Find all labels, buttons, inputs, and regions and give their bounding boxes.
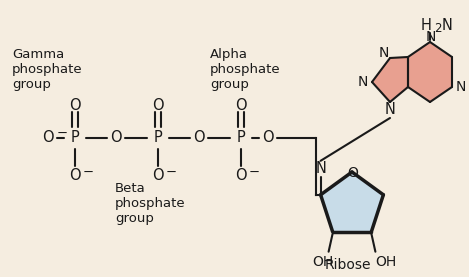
Text: N: N (379, 46, 389, 60)
Text: Alpha
phosphate
group: Alpha phosphate group (210, 48, 280, 91)
Text: O: O (42, 130, 54, 145)
Text: −: − (57, 127, 68, 140)
Text: O: O (110, 130, 122, 145)
Text: −: − (83, 165, 94, 178)
Text: OH: OH (312, 255, 333, 269)
Text: O: O (235, 168, 247, 183)
Text: N: N (358, 75, 368, 89)
Text: H: H (421, 19, 431, 34)
Text: OH: OH (375, 255, 396, 269)
Polygon shape (408, 42, 452, 102)
Text: N: N (385, 102, 395, 117)
Text: O: O (235, 98, 247, 112)
Text: O: O (152, 168, 164, 183)
Text: Ribose: Ribose (325, 258, 371, 272)
Text: N: N (456, 80, 466, 94)
Text: N: N (315, 161, 326, 176)
Polygon shape (372, 57, 408, 102)
Text: O: O (262, 130, 274, 145)
Text: −: − (166, 165, 177, 178)
Text: O: O (348, 166, 358, 180)
Text: P: P (237, 130, 245, 145)
Text: −: − (249, 165, 260, 178)
Text: O: O (193, 130, 205, 145)
Text: O: O (69, 98, 81, 112)
Polygon shape (321, 172, 383, 232)
Text: N: N (442, 19, 453, 34)
Text: P: P (154, 130, 162, 145)
Text: 2: 2 (434, 22, 441, 35)
Text: Beta
phosphate
group: Beta phosphate group (115, 182, 186, 225)
Text: N: N (426, 30, 436, 44)
Text: P: P (71, 130, 79, 145)
Text: O: O (69, 168, 81, 183)
Text: O: O (152, 98, 164, 112)
Text: Gamma
phosphate
group: Gamma phosphate group (12, 48, 83, 91)
